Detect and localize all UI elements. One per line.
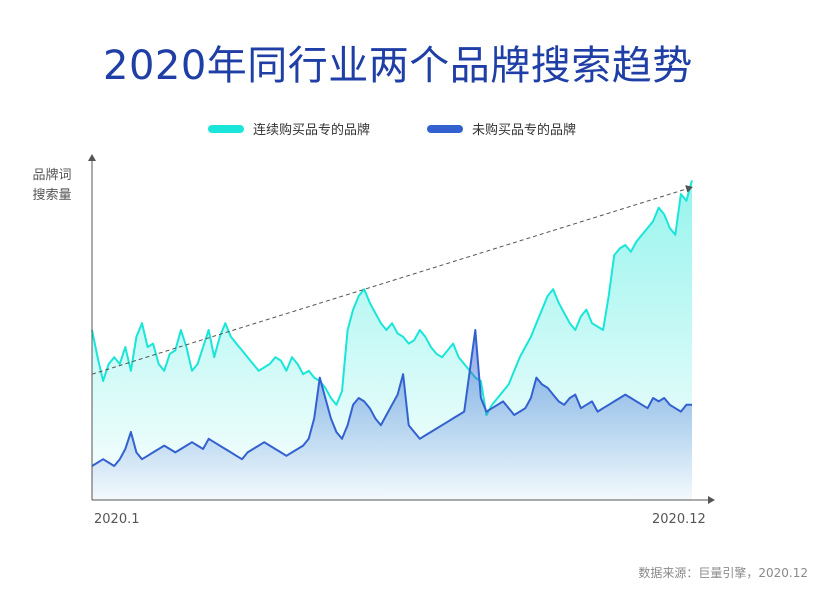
legend-label-series-a: 连续购买品专的品牌 [253,123,371,138]
series-line-series-a [91,180,693,416]
x-tick-start: 2020.1 [94,512,140,527]
legend-item-series-b: 未购买品专的品牌 [427,119,576,138]
legend-swatch-series-b [427,124,463,133]
series-line-series-b [91,329,692,467]
legend-item-series-a: 连续购买品专的品牌 [208,119,370,138]
chart-title: 2020年同行业两个品牌搜索趋势 [103,43,693,89]
legend-swatch-series-a [208,124,244,133]
data-source: 数据来源：巨量引擎，2020.12 [638,566,808,580]
legend-label-series-b: 未购买品专的品牌 [472,123,577,138]
y-axis-label-line-1: 品牌词 [32,168,72,183]
x-tick-end: 2020.12 [652,512,706,527]
y-axis-label: 品牌词 搜索量 [22,166,82,206]
area-fill-series-b [92,330,692,500]
y-axis-label-line-2: 搜索量 [32,188,72,203]
legend: 连续购买品专的品牌 未购买品专的品牌 [0,119,840,139]
